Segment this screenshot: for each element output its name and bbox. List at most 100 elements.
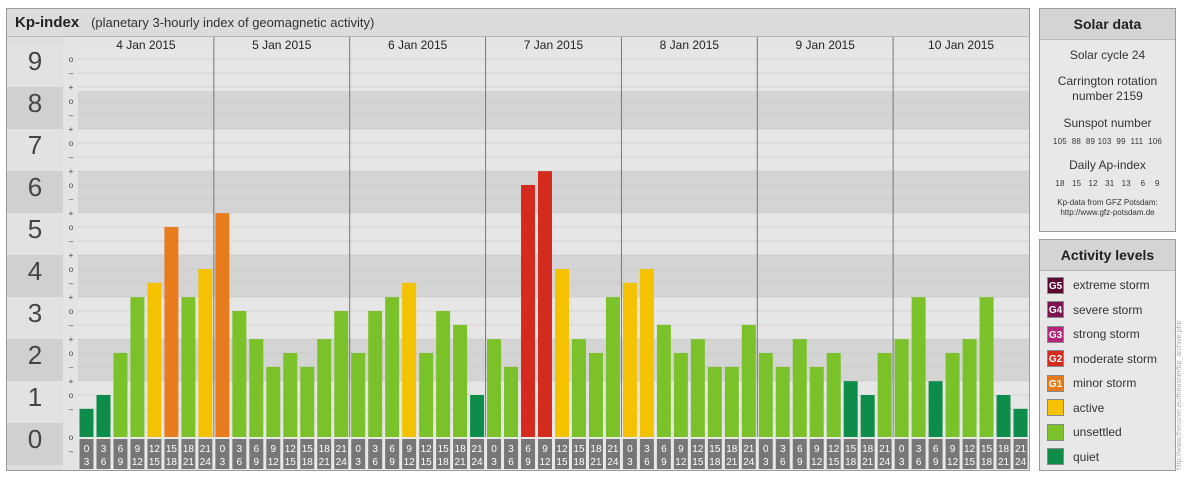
kp-bar bbox=[181, 297, 196, 437]
sub-tick-label: o bbox=[69, 181, 74, 190]
hour-end-label: 12 bbox=[404, 457, 416, 468]
hour-cell bbox=[894, 439, 909, 469]
hour-start-label: 0 bbox=[763, 444, 769, 455]
hour-end-label: 18 bbox=[981, 457, 993, 468]
hour-end-label: 9 bbox=[661, 457, 667, 468]
hour-cell bbox=[453, 439, 468, 469]
hour-start-label: 0 bbox=[627, 444, 633, 455]
y-tick-label: 8 bbox=[28, 88, 42, 118]
legend-swatch: G2 bbox=[1047, 350, 1064, 368]
hour-start-label: 0 bbox=[899, 444, 905, 455]
kp-bar bbox=[504, 366, 519, 437]
sub-tick-label: – bbox=[69, 363, 74, 372]
hour-end-label: 9 bbox=[933, 457, 939, 468]
y-tick-label: 5 bbox=[28, 214, 42, 244]
legend-item: G1 minor storm bbox=[1040, 371, 1175, 396]
hour-start-label: 18 bbox=[319, 444, 331, 455]
sub-tick-label: – bbox=[69, 153, 74, 162]
hour-end-label: 3 bbox=[355, 457, 361, 468]
kp-bar bbox=[809, 366, 824, 437]
y-band bbox=[7, 87, 63, 129]
kp-band bbox=[78, 255, 1029, 297]
data-credit-url[interactable]: http://www.gfz-potsdam.de bbox=[1060, 208, 1155, 217]
hour-cell bbox=[775, 439, 790, 469]
hour-cell bbox=[911, 439, 926, 469]
kp-bar bbox=[690, 339, 705, 437]
solar-cycle: Solar cycle 24 bbox=[1069, 48, 1146, 62]
hour-start-label: 0 bbox=[355, 444, 361, 455]
day-label: 5 Jan 2015 bbox=[252, 38, 312, 52]
kp-bar bbox=[1013, 408, 1028, 437]
hour-start-label: 18 bbox=[726, 444, 738, 455]
kp-band bbox=[78, 49, 1029, 91]
hour-start-label: 15 bbox=[981, 444, 993, 455]
kp-bar bbox=[385, 297, 400, 437]
legend-label: unsettled bbox=[1073, 425, 1122, 440]
hour-cell bbox=[979, 439, 994, 469]
hour-end-label: 21 bbox=[862, 457, 874, 468]
hour-end-label: 6 bbox=[916, 457, 922, 468]
hour-start-label: 15 bbox=[845, 444, 857, 455]
hour-end-label: 21 bbox=[183, 457, 195, 468]
sub-tick-label: – bbox=[69, 279, 74, 288]
hour-end-label: 18 bbox=[573, 457, 585, 468]
hour-start-label: 9 bbox=[678, 444, 684, 455]
kp-bar bbox=[843, 381, 858, 437]
hour-end-label: 12 bbox=[675, 457, 687, 468]
hour-cell bbox=[130, 439, 145, 469]
hour-start-label: 9 bbox=[814, 444, 820, 455]
hour-start-label: 6 bbox=[661, 444, 667, 455]
kp-bar bbox=[945, 353, 960, 437]
hour-end-label: 6 bbox=[372, 457, 378, 468]
hour-start-label: 12 bbox=[692, 444, 704, 455]
kp-bar bbox=[979, 297, 994, 437]
kp-bar bbox=[215, 213, 230, 437]
hour-cell bbox=[962, 439, 977, 469]
hour-start-label: 21 bbox=[472, 444, 484, 455]
hour-end-label: 12 bbox=[268, 457, 280, 468]
sub-tick-label: + bbox=[69, 209, 74, 218]
hour-end-label: 15 bbox=[556, 457, 568, 468]
hour-end-label: 21 bbox=[455, 457, 467, 468]
hour-start-label: 9 bbox=[135, 444, 141, 455]
kp-bar bbox=[317, 339, 332, 437]
hour-end-label: 3 bbox=[899, 457, 905, 468]
chart-title-bar: Kp-index (planetary 3-hourly index of ge… bbox=[7, 9, 1029, 37]
kp-bar bbox=[130, 297, 145, 437]
hour-cell bbox=[113, 439, 128, 469]
kp-band bbox=[78, 87, 1029, 129]
kp-bar bbox=[775, 366, 790, 437]
hour-end-label: 24 bbox=[472, 457, 484, 468]
hour-start-label: 21 bbox=[607, 444, 619, 455]
hour-start-label: 3 bbox=[101, 444, 107, 455]
sub-tick-label: o bbox=[69, 139, 74, 148]
hour-start-label: 9 bbox=[950, 444, 956, 455]
hour-start-label: 15 bbox=[573, 444, 585, 455]
hour-start-label: 21 bbox=[200, 444, 212, 455]
hour-cell bbox=[232, 439, 247, 469]
hour-start-label: 6 bbox=[389, 444, 395, 455]
kp-bar bbox=[113, 353, 128, 437]
y-band bbox=[7, 129, 63, 171]
kp-band bbox=[78, 213, 1029, 255]
y-tick-label: 0 bbox=[28, 424, 42, 454]
y-tick-label: 1 bbox=[28, 382, 42, 412]
hour-end-label: 12 bbox=[132, 457, 144, 468]
hour-end-label: 3 bbox=[763, 457, 769, 468]
kp-bar bbox=[588, 353, 603, 437]
kp-bar bbox=[622, 282, 637, 437]
y-band bbox=[7, 423, 63, 465]
kp-bar bbox=[521, 185, 536, 437]
sub-tick-label: – bbox=[69, 237, 74, 246]
kp-bar bbox=[877, 353, 892, 437]
legend-label: severe storm bbox=[1073, 302, 1143, 317]
hour-cell bbox=[928, 439, 943, 469]
hour-cell bbox=[792, 439, 807, 469]
sub-tick-label: o bbox=[69, 55, 74, 64]
hour-end-label: 18 bbox=[302, 457, 314, 468]
hour-end-label: 15 bbox=[285, 457, 297, 468]
hour-cell bbox=[334, 439, 349, 469]
carrington-label: Carrington rotation bbox=[1057, 74, 1158, 88]
hour-end-label: 24 bbox=[336, 457, 348, 468]
hour-end-label: 24 bbox=[200, 457, 212, 468]
